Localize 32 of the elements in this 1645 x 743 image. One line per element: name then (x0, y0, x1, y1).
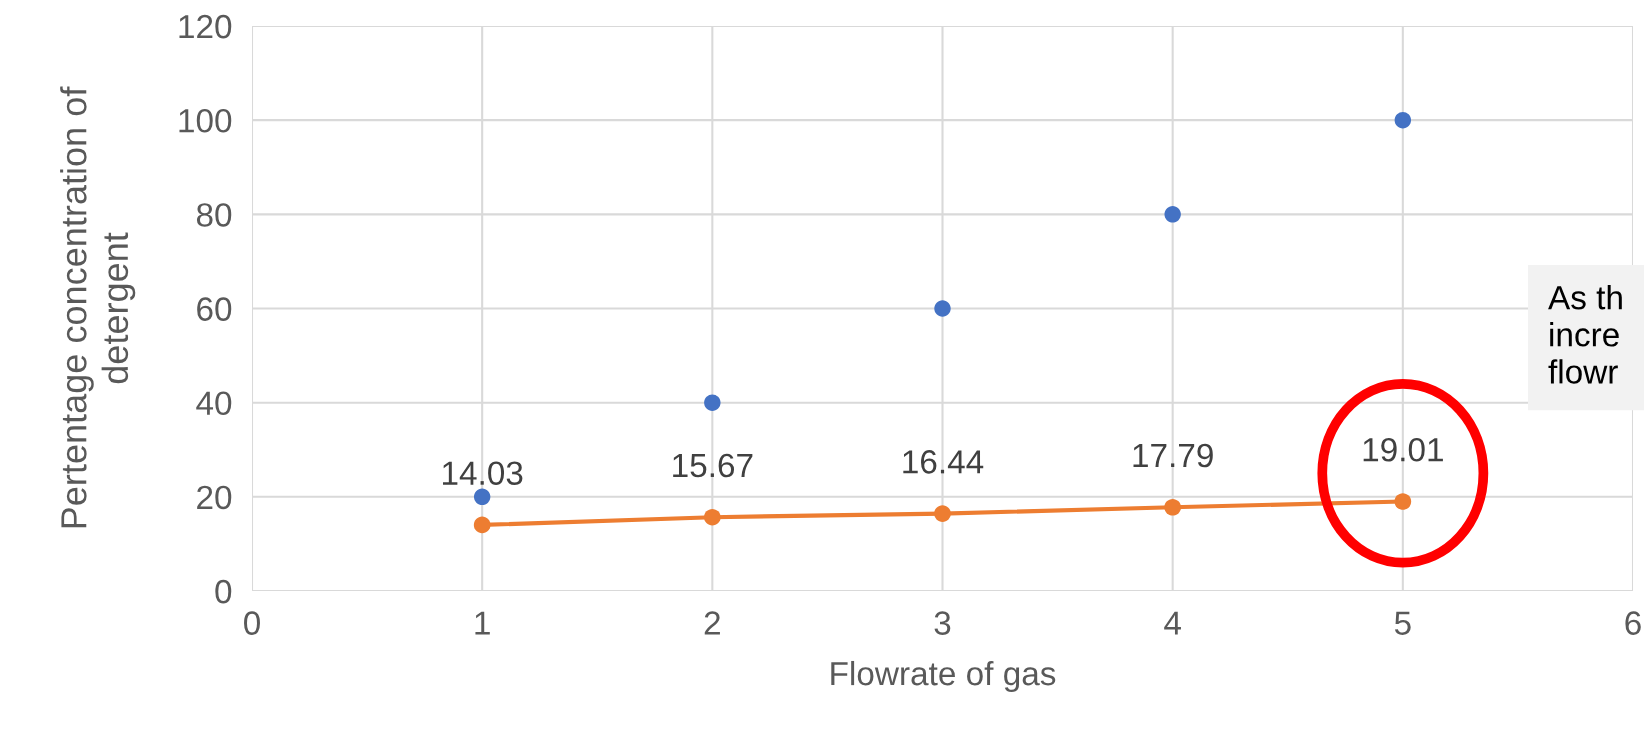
y-axis-title: Pertentage concentration of detergent (60, 86, 136, 528)
point (1394, 111, 1412, 129)
x-axis-title: Flowrate of gas (831, 660, 1056, 693)
x-tick-label: 5 (1394, 611, 1411, 635)
y-tick-label: 0 (215, 579, 232, 604)
point (473, 488, 491, 506)
annotation: As th incre flowr (1548, 285, 1622, 384)
y-tick-label: 80 (196, 203, 232, 227)
y-tick-label: 120 (179, 14, 232, 39)
point (704, 394, 721, 411)
point (934, 505, 951, 522)
point (1164, 498, 1181, 516)
x-tick-label: 1 (475, 611, 490, 635)
x-tick-label: 2 (704, 611, 720, 635)
data-label: 19.01 (1363, 437, 1443, 462)
point (704, 508, 721, 526)
data-label: 15.67 (673, 453, 753, 478)
point (1164, 206, 1181, 223)
data-label: 14.03 (443, 461, 523, 486)
point (473, 516, 491, 534)
y-tick-label: 20 (197, 485, 232, 510)
x-tick-label: 3 (934, 611, 951, 635)
y-tick-label: 100 (179, 108, 232, 133)
point (1394, 493, 1412, 510)
y-tick-label: 40 (196, 391, 232, 416)
x-tick-label: 6 (1625, 611, 1641, 635)
x-tick-label: 4 (1164, 611, 1181, 635)
y-tick-label: 60 (197, 297, 232, 321)
data-label: 16.44 (903, 450, 984, 474)
data-label: 17.79 (1133, 443, 1213, 468)
x-tick-label: 0 (244, 611, 260, 635)
point (934, 300, 951, 317)
